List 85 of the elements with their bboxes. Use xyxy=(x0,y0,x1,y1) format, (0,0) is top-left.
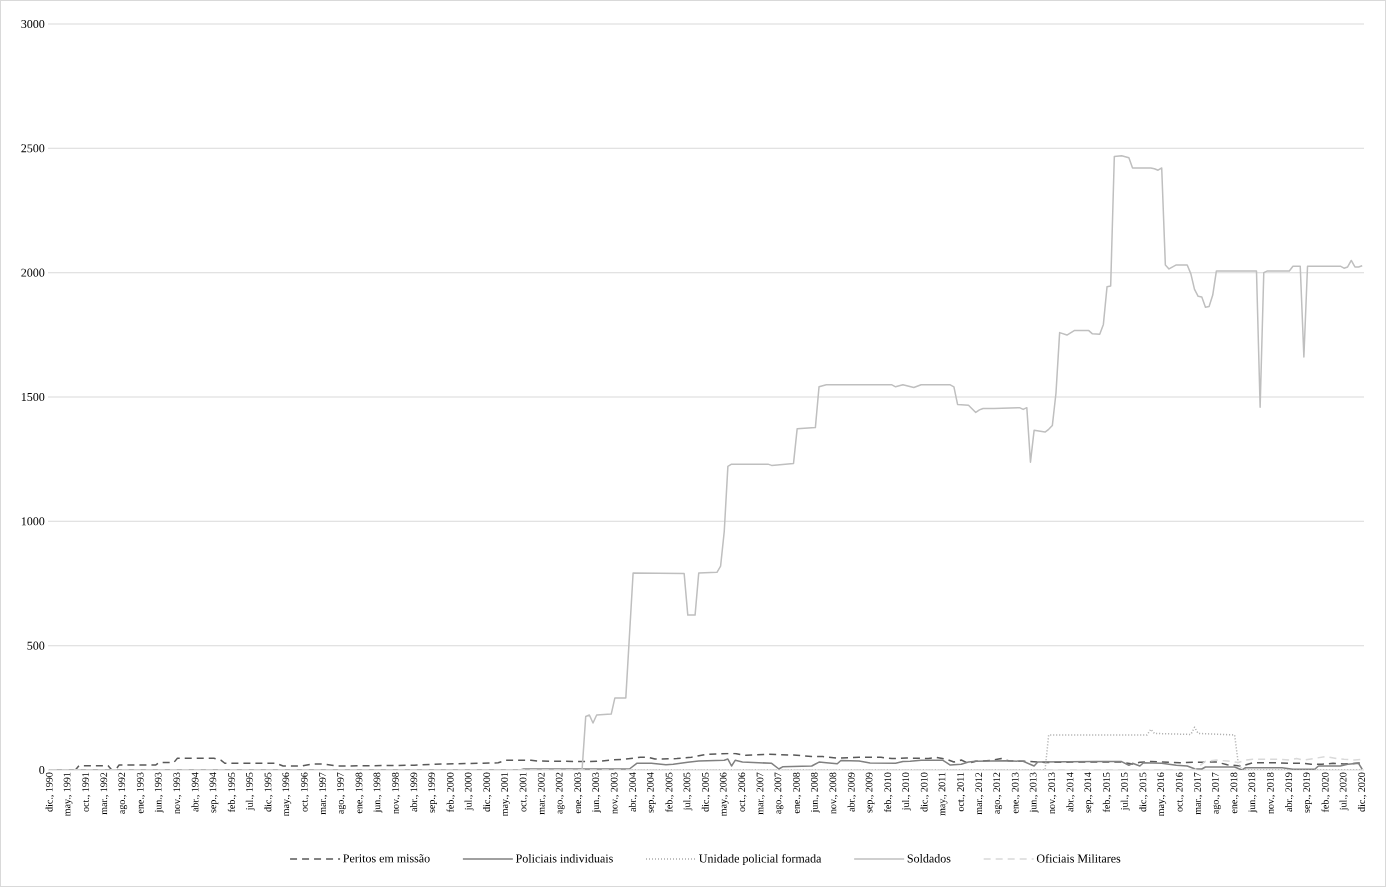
x-tick-label: sep., 2014 xyxy=(1084,772,1094,813)
legend-label: Soldados xyxy=(907,854,951,863)
x-tick-label: jul., 2020 xyxy=(1339,772,1349,811)
x-tick-label: ago., 2002 xyxy=(555,772,565,814)
x-tick-label: jun., 2018 xyxy=(1248,772,1258,813)
x-tick-label: oct., 1991 xyxy=(82,772,91,812)
x-tick-label: ene., 2008 xyxy=(793,772,802,814)
x-tick-label: oct., 2011 xyxy=(957,772,966,812)
x-tick-label: jul., 1995 xyxy=(245,772,255,811)
x-tick-label: jul., 2000 xyxy=(464,772,474,811)
x-tick-label: ene., 2003 xyxy=(574,772,583,814)
x-tick-label: may., 1991 xyxy=(63,772,73,817)
x-tick-label: feb., 2020 xyxy=(1321,772,1331,813)
x-tick-label: nov., 2018 xyxy=(1266,772,1276,814)
x-tick-label: ene., 2013 xyxy=(1011,772,1020,814)
x-tick-label: may., 2016 xyxy=(1157,772,1167,817)
x-tick-label: oct., 1996 xyxy=(300,772,310,812)
x-tick-label: jun., 2003 xyxy=(592,772,602,813)
x-tick-label: abr., 1994 xyxy=(191,772,200,812)
x-tick-label: jul., 2005 xyxy=(683,772,693,811)
x-tick-label: abr., 2014 xyxy=(1066,772,1075,812)
x-tick-label: nov., 1998 xyxy=(392,772,401,814)
x-tick-label: abr., 2009 xyxy=(847,772,857,812)
x-tick-label: ago., 1997 xyxy=(337,772,346,814)
x-tick-label: dic., 2020 xyxy=(1357,772,1367,812)
x-tick-label: sep., 1994 xyxy=(209,772,219,813)
x-tick-label: may., 2006 xyxy=(719,772,729,817)
x-tick-label: ene., 2018 xyxy=(1230,772,1239,814)
x-tick-label: mar., 2017 xyxy=(1194,772,1203,815)
x-tick-label: feb., 2015 xyxy=(1102,772,1112,813)
x-tick-label: ago., 2012 xyxy=(993,772,1003,814)
legend-label: Unidade policial formada xyxy=(699,854,822,866)
x-tick-label: dic., 2010 xyxy=(920,772,929,812)
x-tick-label: jun., 2008 xyxy=(810,772,820,813)
x-tick-label: oct., 2001 xyxy=(519,772,528,812)
x-tick-label: jun., 1993 xyxy=(154,772,164,813)
x-tick-label: abr., 2019 xyxy=(1285,772,1294,812)
x-tick-label: dic., 2005 xyxy=(701,772,711,812)
x-tick-label: feb., 2005 xyxy=(665,772,674,813)
x-tick-label: dic., 1990 xyxy=(45,772,55,812)
x-tick-label: ene., 1998 xyxy=(355,772,364,814)
x-tick-label: nov., 1993 xyxy=(173,772,182,814)
x-tick-label: dic., 2015 xyxy=(1139,772,1148,812)
x-tick-label: abr., 2004 xyxy=(628,772,638,812)
x-tick-label: jul., 2015 xyxy=(1120,772,1130,811)
x-tick-label: may., 2001 xyxy=(501,772,510,817)
x-tick-label: sep., 2019 xyxy=(1303,772,1312,813)
legend-label: Policiais individuais xyxy=(515,854,613,863)
y-tick-label: 1500 xyxy=(21,392,45,402)
x-tick-label: sep., 1999 xyxy=(428,772,437,813)
x-tick-label: jun., 2013 xyxy=(1029,772,1039,813)
y-tick-label: 500 xyxy=(27,641,45,650)
x-tick-label: feb., 2010 xyxy=(884,772,893,813)
x-tick-label: may., 1996 xyxy=(282,772,292,817)
x-tick-label: jul., 2010 xyxy=(901,772,912,811)
x-tick-label: ene., 1993 xyxy=(136,772,146,814)
x-tick-label: mar., 1997 xyxy=(319,772,328,815)
y-tick-label: 2000 xyxy=(21,268,45,277)
x-tick-label: nov., 2013 xyxy=(1048,772,1057,814)
x-tick-label: oct., 2006 xyxy=(738,772,747,812)
x-tick-label: sep., 2009 xyxy=(865,772,875,813)
x-tick-label: mar., 2002 xyxy=(537,772,547,815)
x-tick-label: sep., 2004 xyxy=(646,772,656,813)
x-tick-label: nov., 2003 xyxy=(610,772,619,814)
x-tick-label: oct., 2016 xyxy=(1175,772,1185,812)
y-tick-label: 1000 xyxy=(21,517,45,526)
x-tick-label: ago., 2007 xyxy=(774,772,784,814)
legend-label: Oficiais Militares xyxy=(1036,854,1121,863)
x-tick-label: jun., 1998 xyxy=(373,772,383,813)
x-tick-label: nov., 2008 xyxy=(829,772,838,814)
x-tick-label: mar., 2007 xyxy=(756,772,765,815)
x-tick-label: dic., 1995 xyxy=(264,772,273,812)
legend-label: Peritos em missão xyxy=(343,854,430,863)
y-tick-label: 3000 xyxy=(21,19,45,29)
x-tick-label: may., 2011 xyxy=(938,772,948,816)
x-tick-label: ago., 2017 xyxy=(1211,772,1221,814)
x-tick-label: mar., 1992 xyxy=(100,772,109,815)
x-tick-label: dic., 2000 xyxy=(483,772,492,812)
x-tick-label: ago., 1992 xyxy=(118,772,128,814)
x-tick-label: feb., 1995 xyxy=(227,772,237,813)
x-tick-label: feb., 2000 xyxy=(446,772,456,813)
x-tick-label: abr., 1999 xyxy=(410,772,419,812)
x-tick-label: mar., 2012 xyxy=(975,772,984,815)
y-tick-label: 2500 xyxy=(21,144,45,153)
y-tick-label: 0 xyxy=(39,765,45,775)
